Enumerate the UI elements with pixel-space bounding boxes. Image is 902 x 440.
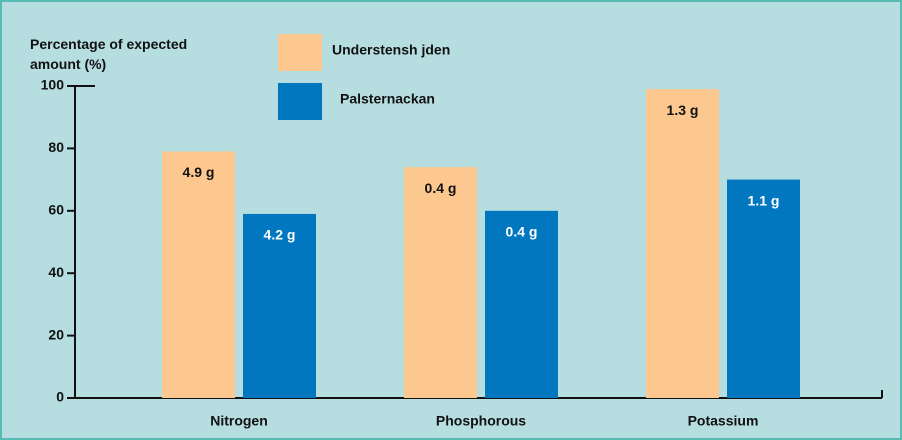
x-tick-label: Potassium: [688, 413, 759, 429]
bar: [646, 89, 719, 399]
legend-label: Palsternackan: [340, 91, 435, 107]
bar: [727, 179, 800, 398]
y-axis-label: Percentage of expected amount (%): [30, 36, 188, 72]
y-tick-label: 80: [48, 139, 64, 155]
bar: [404, 167, 477, 398]
bar: [485, 210, 558, 398]
y-tick-label: 60: [48, 202, 64, 218]
y-tick-label: 100: [41, 77, 65, 93]
legend-label: Understensh jden: [332, 42, 450, 58]
data-label: 4.9 g: [183, 164, 215, 180]
y-axis-label-box: Percentage of expected amount (%): [30, 36, 188, 72]
data-label: 4.2 g: [264, 227, 296, 243]
data-label: 0.4 g: [425, 180, 457, 196]
x-tick-label: Phosphorous: [436, 413, 526, 429]
data-label: 0.4 g: [506, 224, 538, 240]
y-tick-label: 40: [48, 264, 64, 280]
legend-swatch: [278, 34, 322, 71]
bar: [243, 213, 316, 398]
y-tick-label: 0: [56, 389, 64, 405]
legend-swatch: [278, 83, 322, 120]
data-label: 1.1 g: [748, 192, 780, 208]
bar: [162, 151, 235, 398]
x-tick-label: Nitrogen: [210, 413, 268, 429]
data-label: 1.3 g: [667, 102, 699, 118]
y-tick-label: 20: [48, 326, 64, 342]
